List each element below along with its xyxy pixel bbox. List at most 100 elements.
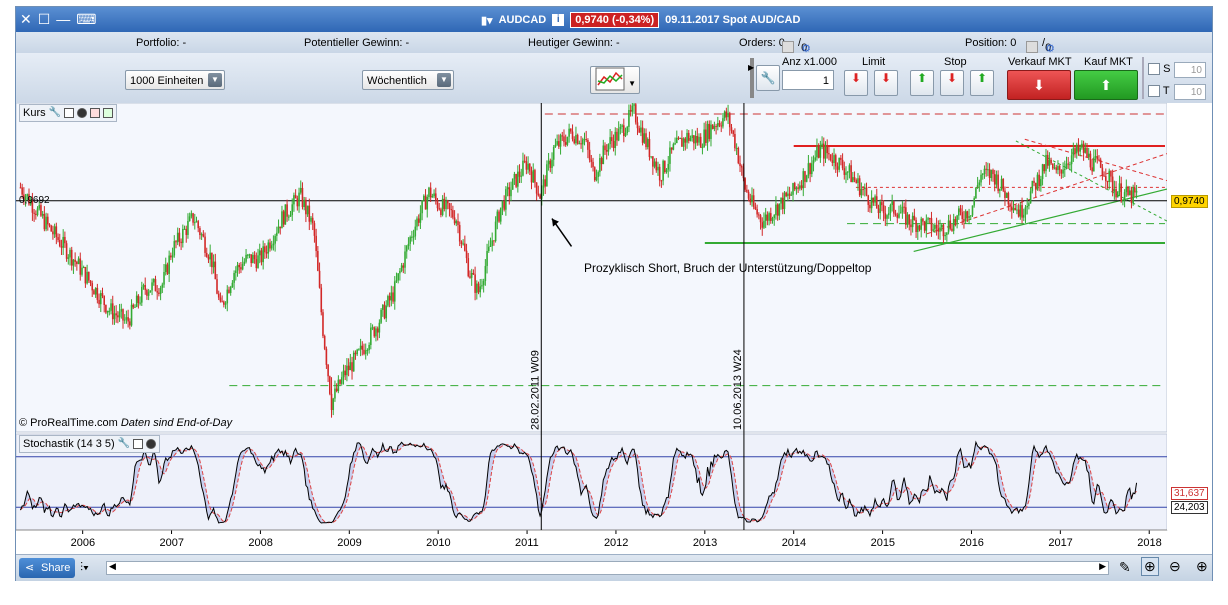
move-down-icon[interactable]	[90, 108, 101, 118]
candle-body	[21, 187, 23, 195]
candle-body	[202, 234, 205, 237]
stochastic-panel: 100806040200	[16, 433, 1192, 531]
window-icon[interactable]	[64, 108, 75, 118]
candle-body	[1012, 207, 1015, 211]
candle-body	[506, 187, 509, 190]
chart-type-select[interactable]: ▼	[590, 66, 640, 94]
candle-body	[717, 123, 719, 127]
zoom-fit-icon[interactable]: ⊕	[1141, 557, 1159, 576]
candle-body	[749, 198, 752, 203]
candle-body	[443, 198, 446, 210]
candle-body	[426, 196, 429, 210]
candle-body	[681, 138, 683, 147]
gear-icon[interactable]: ⚙	[801, 43, 811, 55]
symbol-name[interactable]: AUDCAD	[498, 14, 547, 26]
candle-body	[973, 198, 975, 206]
keyboard-icon[interactable]: ⌨	[76, 11, 97, 27]
candle-body	[205, 252, 208, 257]
gear-icon[interactable]: ⚙	[1045, 43, 1055, 55]
t-checkbox[interactable]	[1148, 85, 1160, 98]
stop-label: Stop	[944, 56, 967, 68]
quantity-input[interactable]: 1	[782, 70, 834, 90]
candle-body	[139, 302, 141, 304]
chevron-down-icon: ▼	[628, 79, 636, 88]
close-circle-icon[interactable]	[146, 439, 157, 449]
candle-body	[711, 124, 714, 129]
chart-svg[interactable]: 1,0510,950,90,850,80,750,7 100806040200 …	[16, 103, 1212, 554]
buy-market-button[interactable]: ⬆	[1074, 70, 1138, 100]
close-icon[interactable]: ✕	[20, 11, 32, 27]
candle-body	[450, 209, 452, 211]
units-select[interactable]: 1000 Einheiten ▼	[125, 70, 225, 90]
candle-body	[877, 208, 880, 214]
candle-body	[69, 249, 71, 258]
candle-body	[313, 223, 316, 236]
t-value-input[interactable]: 10	[1174, 84, 1206, 100]
position-pending-count: / 0 ⚙	[1042, 37, 1055, 55]
candle-body	[1048, 159, 1051, 166]
zoom-in-icon[interactable]: ⊕	[1196, 558, 1208, 574]
candle-body	[593, 167, 596, 181]
candle-body	[925, 219, 928, 231]
candle-body	[477, 283, 480, 293]
limit-sell-button[interactable]: ⬇	[844, 70, 868, 96]
candle-body	[628, 109, 630, 127]
candle-body	[1087, 153, 1090, 157]
candle-body	[142, 285, 145, 287]
maximize-icon[interactable]: ☐	[37, 11, 51, 27]
candle-body	[696, 135, 699, 143]
chart-area[interactable]: 1,0510,950,90,850,80,750,7 100806040200 …	[16, 103, 1212, 554]
stop-sell-button[interactable]: ⬇	[940, 70, 964, 96]
candle-body	[781, 197, 784, 210]
candle-body	[981, 174, 984, 176]
info-icon[interactable]: i	[552, 14, 565, 26]
scroll-right-icon[interactable]: ▶	[1099, 561, 1106, 571]
candle-body	[281, 211, 283, 229]
candle-body	[1026, 206, 1028, 208]
candle-body	[1116, 191, 1119, 198]
collapse-arrow-icon[interactable]: ▶	[748, 63, 755, 72]
candle-body	[1016, 209, 1018, 211]
limit-edit-button[interactable]: ⬇	[874, 70, 898, 96]
s-checkbox[interactable]	[1148, 63, 1160, 76]
window-icon[interactable]	[133, 439, 144, 449]
zoom-out-icon[interactable]: ⊖	[1169, 558, 1181, 574]
candle-body	[491, 240, 493, 246]
move-up-icon[interactable]	[103, 108, 114, 118]
wrench-icon[interactable]: 🔧	[117, 438, 131, 449]
close-circle-icon[interactable]	[77, 108, 88, 118]
candle-body	[879, 202, 881, 214]
sell-market-button[interactable]: ⬇	[1007, 70, 1071, 100]
candle-body	[252, 254, 254, 264]
candle-body	[682, 138, 685, 147]
candle-body	[667, 163, 670, 170]
candle-body	[775, 204, 777, 216]
candle-body	[187, 220, 189, 235]
candle-body	[29, 200, 32, 205]
candle-body	[725, 111, 728, 118]
candle-body	[1052, 163, 1054, 169]
candle-body	[744, 178, 746, 190]
horizontal-scrollbar[interactable]: ◀ ▶	[106, 561, 1109, 575]
minimize-icon[interactable]: —	[56, 11, 71, 27]
s-value-input[interactable]: 10	[1174, 62, 1206, 78]
period-select[interactable]: Wöchentlich ▼	[362, 70, 454, 90]
candle-body	[122, 309, 124, 321]
candle-body	[616, 131, 618, 141]
chart-style-icon[interactable]: ⫶▾	[80, 560, 89, 574]
candle-body	[387, 296, 389, 306]
candle-body	[804, 171, 806, 182]
candle-body	[684, 138, 687, 143]
candle-body	[110, 303, 112, 311]
wrench-button[interactable]: 🔧	[756, 65, 780, 91]
candle-body	[173, 241, 176, 256]
instrument-menu-icon[interactable]: ▮▾	[481, 14, 493, 27]
scroll-left-icon[interactable]: ◀	[109, 561, 116, 571]
x-tick-label: 2017	[1048, 537, 1072, 549]
share-button[interactable]: ⋖ Share	[19, 558, 75, 578]
drawing-tool-icon[interactable]: ✎	[1119, 559, 1131, 575]
stop-buy-button[interactable]: ⬆	[910, 70, 934, 96]
wrench-icon[interactable]: 🔧	[48, 107, 62, 118]
stop-buy-edit-button[interactable]: ⬆	[970, 70, 994, 96]
candle-body	[221, 301, 223, 303]
